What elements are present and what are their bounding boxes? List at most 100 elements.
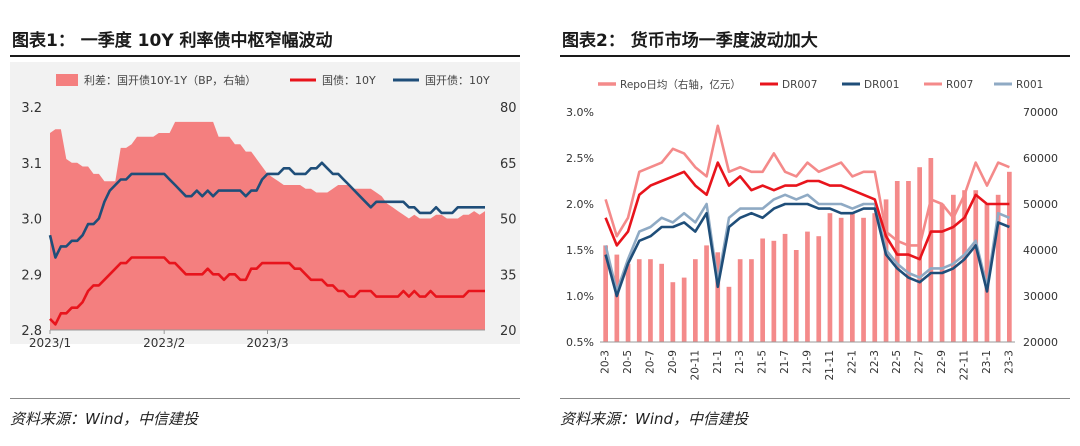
- repo-bar: [603, 245, 608, 342]
- repo-bar: [715, 252, 721, 342]
- y-left-tick: 2.0%: [566, 198, 594, 211]
- dr001-line: [604, 202, 1010, 298]
- x-tick-label: 21-11: [824, 350, 836, 381]
- y-left-tick: 2.5%: [566, 152, 594, 165]
- x-tick-label: 20-11: [689, 350, 701, 381]
- dr007-line: [604, 161, 1010, 261]
- x-tick-label: 2023/3: [246, 336, 288, 350]
- y-right-tick: 50000: [1023, 198, 1058, 211]
- x-tick-label: 21-1: [712, 350, 724, 374]
- repo-bar: [883, 199, 889, 342]
- repo-bar: [1007, 171, 1012, 342]
- y-right-tick: 30000: [1023, 290, 1058, 303]
- x-tick-label: 20-3: [600, 350, 612, 374]
- repo-bar: [793, 250, 799, 342]
- x-tick-label: 23-1: [981, 350, 993, 374]
- repo-bar: [984, 204, 990, 342]
- money-market-chart: Repo日均（右轴，亿元） DR007 DR001 R007 R001 0.5% 1.0% 1…: [566, 78, 1058, 381]
- y-right-tick: 40000: [1023, 244, 1058, 257]
- x-tick-label: 2023/1: [29, 336, 71, 350]
- y-right-tick: 20000: [1023, 336, 1058, 349]
- x-tick-label: 20-5: [622, 350, 634, 374]
- legend-swatch-spread: [56, 74, 78, 86]
- right-panel: 图表2： 货币市场一季度波动加大 Repo日均（右轴，亿元） DR007 DR001…: [550, 0, 1080, 446]
- repo-bar: [782, 233, 788, 342]
- repo-bar: [659, 263, 664, 342]
- y-left-tick: 3.0: [21, 213, 42, 228]
- repo-bar: [648, 259, 653, 342]
- repo-bar: [928, 158, 934, 342]
- repo-bar: [827, 213, 833, 342]
- x-tick-label: 22-9: [936, 350, 948, 374]
- x-tick-label: 23-3: [1003, 350, 1015, 374]
- gov-10y-line: [49, 256, 485, 326]
- y-left-tick: 0.5%: [566, 336, 594, 349]
- repo-bar: [749, 259, 754, 342]
- left-panel: 图表1： 一季度 10Y 利率债中枢窄幅波动 利差：国开债10Y-1Y（BP，右…: [0, 0, 530, 446]
- source-rule: [560, 398, 1070, 399]
- y-right-tick: 80: [500, 101, 517, 116]
- x-tick-label: 21-7: [779, 350, 791, 374]
- repo-bar: [850, 213, 855, 342]
- x-tick-label: 22-5: [891, 350, 903, 374]
- x-tick-label: 20-9: [667, 350, 679, 374]
- repo-bar: [625, 263, 631, 342]
- repo-bar: [973, 190, 979, 342]
- legend-label-DR001: DR001: [864, 79, 899, 91]
- chart-title: 图表1： 一季度 10Y 利率债中枢窄幅波动: [12, 31, 333, 51]
- y-right-tick: 20: [500, 324, 517, 339]
- x-tick-label: 20-7: [645, 350, 657, 374]
- y-right-tick: 60000: [1023, 152, 1058, 165]
- x-tick-label: 22-7: [914, 350, 926, 374]
- repo-bar: [816, 236, 822, 342]
- repo-bar: [894, 181, 900, 342]
- y-left-tick: 1.0%: [566, 290, 594, 303]
- legend-label-repo: Repo日均（右轴，亿元）: [620, 78, 741, 91]
- repo-bar: [636, 259, 642, 342]
- repo-bar: [872, 213, 878, 342]
- repo-bar: [906, 181, 911, 342]
- title-rule: [10, 55, 520, 57]
- title-rule: [560, 55, 1070, 57]
- legend-label-DR007: DR007: [782, 79, 817, 91]
- y-right-tick: 70000: [1023, 106, 1058, 119]
- y-left-tick: 3.0%: [566, 106, 594, 119]
- y-left-tick: 2.9: [21, 268, 42, 283]
- repo-bar: [614, 254, 620, 342]
- legend-label-cdb: 国开债：10Y: [425, 73, 490, 87]
- chart-title: 图表2： 货币市场一季度波动加大: [562, 31, 818, 51]
- y-left-tick: 3.2: [21, 101, 42, 116]
- repo-bar: [917, 167, 922, 342]
- x-tick-label: 22-3: [869, 350, 881, 374]
- repo-bar: [726, 286, 732, 342]
- legend-label-R007: R007: [946, 79, 973, 91]
- repo-bar: [681, 277, 687, 342]
- legend-label-gov: 国债：10Y: [322, 73, 376, 87]
- x-tick-label: 21-3: [734, 350, 746, 374]
- x-tick-label: 22-11: [959, 350, 971, 381]
- y-right-tick: 35: [500, 268, 517, 283]
- legend-label-spread: 利差：国开债10Y-1Y（BP，右轴）: [84, 73, 256, 87]
- repo-bar: [771, 240, 777, 342]
- y-left-tick: 2.8: [21, 324, 42, 339]
- source-note: 资料来源：Wind，中信建投: [10, 410, 199, 428]
- repo-bar: [838, 217, 844, 342]
- repo-bar: [861, 217, 866, 342]
- repo-bar: [805, 231, 810, 342]
- repo-bar: [962, 190, 967, 342]
- x-tick-label: 21-5: [757, 350, 769, 374]
- y-right-tick: 65: [500, 157, 517, 172]
- legend-label-R001: R001: [1016, 79, 1043, 91]
- repo-bar: [670, 282, 676, 342]
- r001-line: [604, 193, 1010, 293]
- x-tick-label: 2023/2: [143, 336, 185, 350]
- y-left-tick: 1.5%: [566, 244, 594, 257]
- bond-yield-chart: 利差：国开债10Y-1Y（BP，右轴） 国债：10Y 国开债：10Y 2.8 2.9 3.…: [10, 62, 520, 350]
- x-tick-label: 21-9: [802, 350, 814, 374]
- x-tick-label: 22-1: [846, 350, 858, 374]
- cdb-10y-line: [48, 161, 485, 259]
- y-right-tick: 50: [500, 213, 517, 228]
- y-left-tick: 3.1: [21, 157, 42, 172]
- repo-bar: [693, 259, 698, 342]
- repo-bar: [737, 259, 743, 342]
